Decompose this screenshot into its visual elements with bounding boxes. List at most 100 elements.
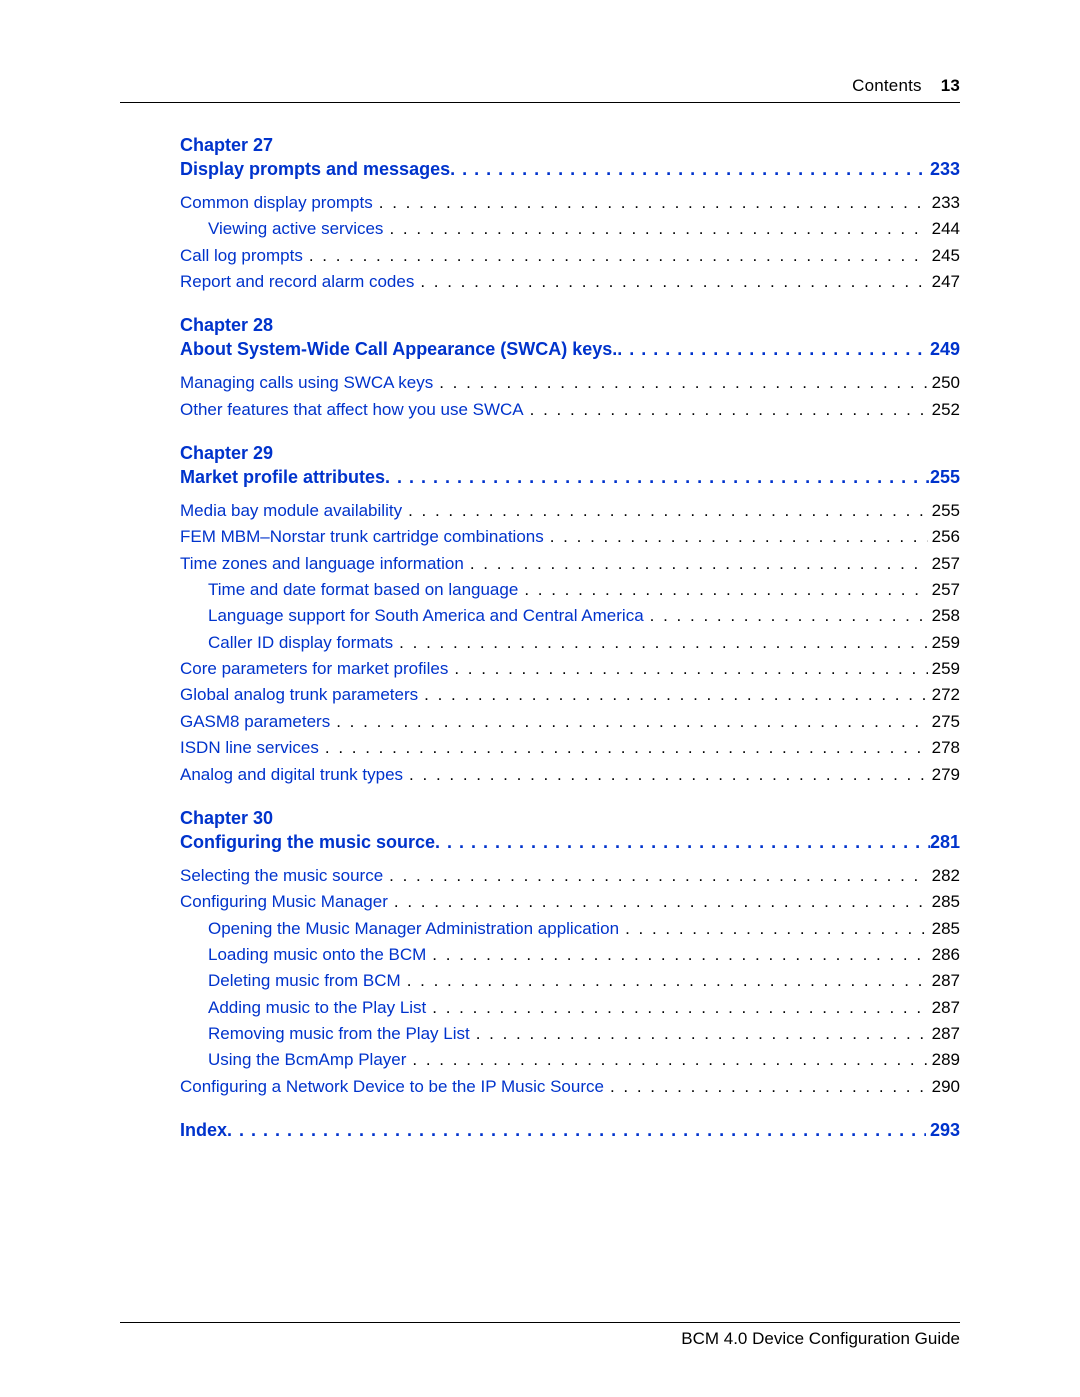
page-footer: BCM 4.0 Device Configuration Guide	[120, 1322, 960, 1349]
toc-entry-page: 256	[928, 524, 960, 550]
leader-dots: . . . . . . . . . . . . . . . . . . . . …	[407, 968, 928, 994]
leader-dots: . . . . . . . . . . . . . . . . . . . . …	[650, 603, 928, 629]
leader-dots: . . . . . . . . . . . . . . . . . . . . …	[424, 682, 927, 708]
leader-dots: . . . . . . . . . . . . . . . . . . . . …	[420, 269, 927, 295]
toc-entry-page: 272	[928, 682, 960, 708]
leader-dots: . . . . . . . . . . . . . . . . . . . . …	[394, 889, 928, 915]
toc-content: Chapter 27 Display prompts and messages. …	[180, 135, 960, 1141]
leader-dots: . . . . . . . . . . . . . . . . . . . . …	[408, 498, 928, 524]
toc-entry-title: Configuring a Network Device to be the I…	[180, 1074, 604, 1100]
toc-entry-page: 285	[928, 889, 960, 915]
leader-dots: . . . . . . . . . . . . . . . . . . . . …	[550, 524, 928, 550]
header-label: Contents	[852, 76, 922, 95]
toc-entry[interactable]: Deleting music from BCM . . . . . . . . …	[180, 968, 960, 994]
leader-dots: . . . . . . . . . . . . . . . . . . . . …	[617, 339, 930, 360]
toc-entry[interactable]: FEM MBM–Norstar trunk cartridge combinat…	[180, 524, 960, 550]
toc-entry-page: 275	[928, 709, 960, 735]
chapter-page: 255	[930, 467, 960, 488]
leader-dots: . . . . . . . . . . . . . . . . . . . . …	[389, 863, 927, 889]
toc-entry[interactable]: ISDN line services . . . . . . . . . . .…	[180, 735, 960, 761]
toc-entry[interactable]: GASM8 parameters . . . . . . . . . . . .…	[180, 709, 960, 735]
toc-entry[interactable]: Report and record alarm codes . . . . . …	[180, 269, 960, 295]
chapter-label[interactable]: Chapter 27	[180, 135, 960, 156]
toc-entry-title: Managing calls using SWCA keys	[180, 370, 433, 396]
toc-entry-title: Caller ID display formats	[208, 630, 393, 656]
toc-entry[interactable]: Core parameters for market profiles . . …	[180, 656, 960, 682]
toc-entry[interactable]: Global analog trunk parameters . . . . .…	[180, 682, 960, 708]
leader-dots: . . . . . . . . . . . . . . . . . . . . …	[610, 1074, 928, 1100]
chapter-label[interactable]: Chapter 30	[180, 808, 960, 829]
chapter-title: About System-Wide Call Appearance (SWCA)…	[180, 339, 617, 360]
toc-entry-page: 244	[928, 216, 960, 242]
leader-dots: . . . . . . . . . . . . . . . . . . . . …	[454, 656, 927, 682]
index-row[interactable]: Index. . . . . . . . . . . . . . . . . .…	[180, 1120, 960, 1141]
chapter-title-row[interactable]: Configuring the music source. . . . . . …	[180, 832, 960, 853]
leader-dots: . . . . . . . . . . . . . . . . . . . . …	[412, 1047, 927, 1073]
leader-dots: . . . . . . . . . . . . . . . . . . . . …	[432, 942, 927, 968]
toc-entry-page: 259	[928, 630, 960, 656]
toc-entry[interactable]: Time zones and language information . . …	[180, 551, 960, 577]
leader-dots: . . . . . . . . . . . . . . . . . . . . …	[476, 1021, 928, 1047]
toc-entry[interactable]: Media bay module availability . . . . . …	[180, 498, 960, 524]
chapter-page: 249	[930, 339, 960, 360]
chapter-block: Chapter 30Configuring the music source. …	[180, 808, 960, 1100]
toc-entry-page: 286	[928, 942, 960, 968]
leader-dots: . . . . . . . . . . . . . . . . . . . . …	[309, 243, 928, 269]
chapter-title-row[interactable]: Market profile attributes. . . . . . . .…	[180, 467, 960, 488]
page-header: Contents 13	[120, 76, 960, 96]
toc-entry[interactable]: Other features that affect how you use S…	[180, 397, 960, 423]
toc-entry-page: 259	[928, 656, 960, 682]
leader-dots: . . . . . . . . . . . . . . . . . . . . …	[439, 370, 927, 396]
toc-entry[interactable]: Loading music onto the BCM . . . . . . .…	[180, 942, 960, 968]
leader-dots: . . . . . . . . . . . . . . . . . . . . …	[524, 577, 927, 603]
toc-entry-title: Analog and digital trunk types	[180, 762, 403, 788]
toc-entry-title: Using the BcmAmp Player	[208, 1047, 406, 1073]
toc-entry[interactable]: Viewing active services . . . . . . . . …	[180, 216, 960, 242]
toc-entry-page: 279	[928, 762, 960, 788]
index-page: 293	[926, 1120, 960, 1141]
toc-entry[interactable]: Analog and digital trunk types . . . . .…	[180, 762, 960, 788]
index-title: Index	[180, 1120, 227, 1141]
chapter-title-row[interactable]: About System-Wide Call Appearance (SWCA)…	[180, 339, 960, 360]
chapter-label[interactable]: Chapter 28	[180, 315, 960, 336]
chapter-label[interactable]: Chapter 29	[180, 443, 960, 464]
toc-entry[interactable]: Using the BcmAmp Player . . . . . . . . …	[180, 1047, 960, 1073]
toc-entry-page: 247	[928, 269, 960, 295]
toc-entry-page: 252	[928, 397, 960, 423]
toc-entry-title: Opening the Music Manager Administration…	[208, 916, 619, 942]
toc-entry[interactable]: Caller ID display formats . . . . . . . …	[180, 630, 960, 656]
toc-entry-page: 258	[928, 603, 960, 629]
document-page: Contents 13 Chapter 27 Display prompts an…	[0, 0, 1080, 1397]
leader-dots: . . . . . . . . . . . . . . . . . . . . …	[385, 467, 930, 488]
toc-entry-title: ISDN line services	[180, 735, 319, 761]
toc-entry-page: 233	[928, 190, 960, 216]
chapter-title: Market profile attributes	[180, 467, 385, 488]
chapter-title-row[interactable]: Display prompts and messages. . . . . . …	[180, 159, 960, 180]
toc-entry[interactable]: Language support for South America and C…	[180, 603, 960, 629]
toc-entry-title: FEM MBM–Norstar trunk cartridge combinat…	[180, 524, 544, 550]
leader-dots: . . . . . . . . . . . . . . . . . . . . …	[399, 630, 927, 656]
chapter-page: 233	[930, 159, 960, 180]
chapter-title: Configuring the music source	[180, 832, 435, 853]
leader-dots: . . . . . . . . . . . . . . . . . . . . …	[530, 397, 928, 423]
toc-entry-title: Report and record alarm codes	[180, 269, 414, 295]
toc-entry[interactable]: Call log prompts . . . . . . . . . . . .…	[180, 243, 960, 269]
toc-entry[interactable]: Managing calls using SWCA keys . . . . .…	[180, 370, 960, 396]
toc-entry[interactable]: Selecting the music source . . . . . . .…	[180, 863, 960, 889]
toc-entry[interactable]: Configuring a Network Device to be the I…	[180, 1074, 960, 1100]
header-rule	[120, 102, 960, 103]
toc-entry-title: Media bay module availability	[180, 498, 402, 524]
toc-entry[interactable]: Removing music from the Play List . . . …	[180, 1021, 960, 1047]
toc-entry-title: Other features that affect how you use S…	[180, 397, 524, 423]
toc-entry[interactable]: Common display prompts . . . . . . . . .…	[180, 190, 960, 216]
toc-entry[interactable]: Adding music to the Play List . . . . . …	[180, 995, 960, 1021]
toc-entry[interactable]: Time and date format based on language .…	[180, 577, 960, 603]
toc-entry[interactable]: Opening the Music Manager Administration…	[180, 916, 960, 942]
toc-entry-title: Configuring Music Manager	[180, 889, 388, 915]
toc-entry-page: 289	[928, 1047, 960, 1073]
chapter-block: Chapter 27 Display prompts and messages. …	[180, 135, 960, 295]
toc-entry-page: 282	[928, 863, 960, 889]
footer-rule	[120, 1322, 960, 1323]
toc-entry-page: 245	[928, 243, 960, 269]
toc-entry[interactable]: Configuring Music Manager . . . . . . . …	[180, 889, 960, 915]
